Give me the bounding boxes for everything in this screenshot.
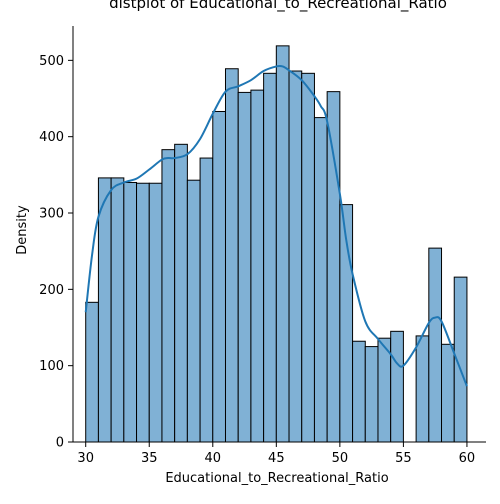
histogram-bar bbox=[313, 117, 328, 443]
histogram-bar bbox=[97, 177, 112, 443]
x-tick-label: 55 bbox=[395, 451, 412, 466]
histogram-bar bbox=[301, 72, 315, 443]
x-tick-label: 30 bbox=[77, 451, 94, 466]
histogram-bar bbox=[263, 72, 277, 443]
histogram-bar bbox=[85, 301, 99, 443]
x-ticks-layer: 30 35 40 45 50 55 60 bbox=[77, 442, 475, 466]
histogram-bar bbox=[199, 157, 214, 443]
histogram-bar bbox=[224, 68, 239, 443]
x-tick-label: 40 bbox=[205, 451, 222, 466]
histogram-bar bbox=[174, 143, 188, 443]
x-axis-label: Educational_to_Recreational_Ratio bbox=[165, 471, 388, 486]
histogram-bar bbox=[275, 45, 290, 443]
histogram-bar bbox=[415, 335, 430, 443]
histogram-bar bbox=[136, 182, 150, 443]
x-tick-label: 35 bbox=[141, 451, 158, 466]
kde-curve bbox=[84, 64, 468, 387]
histogram-bar bbox=[364, 346, 379, 443]
y-tick-label: 200 bbox=[39, 283, 64, 298]
histogram-bar bbox=[428, 247, 443, 443]
y-tick-label: 400 bbox=[39, 130, 64, 145]
y-tick-label: 500 bbox=[39, 54, 64, 69]
x-tick-label: 45 bbox=[268, 451, 285, 466]
y-axis-label: Density bbox=[15, 205, 30, 255]
histogram-bar bbox=[110, 177, 125, 443]
histogram-bar bbox=[148, 182, 163, 443]
x-tick-label: 50 bbox=[332, 451, 349, 466]
x-tick-label: 60 bbox=[459, 451, 476, 466]
histogram-bar bbox=[123, 181, 138, 443]
histogram-bar bbox=[377, 337, 392, 443]
histogram-bar bbox=[390, 330, 404, 443]
histogram-bar bbox=[326, 91, 341, 443]
histogram-bar bbox=[237, 91, 252, 443]
chart-title: distplot of Educational_to_Recreational_… bbox=[109, 0, 447, 13]
y-tick-label: 0 bbox=[56, 436, 64, 451]
y-tick-label: 100 bbox=[39, 359, 64, 374]
histogram-bar bbox=[352, 340, 366, 443]
y-ticks-layer: 0 100 200 300 400 500 bbox=[39, 54, 73, 451]
histogram-bar bbox=[212, 110, 226, 443]
histogram-bar bbox=[288, 70, 303, 443]
bars-layer bbox=[85, 45, 468, 443]
histogram-bar bbox=[186, 179, 201, 443]
histogram-bar bbox=[250, 89, 265, 443]
histogram-bar bbox=[441, 343, 455, 443]
y-tick-label: 300 bbox=[39, 207, 64, 222]
histogram-bar bbox=[161, 149, 176, 443]
